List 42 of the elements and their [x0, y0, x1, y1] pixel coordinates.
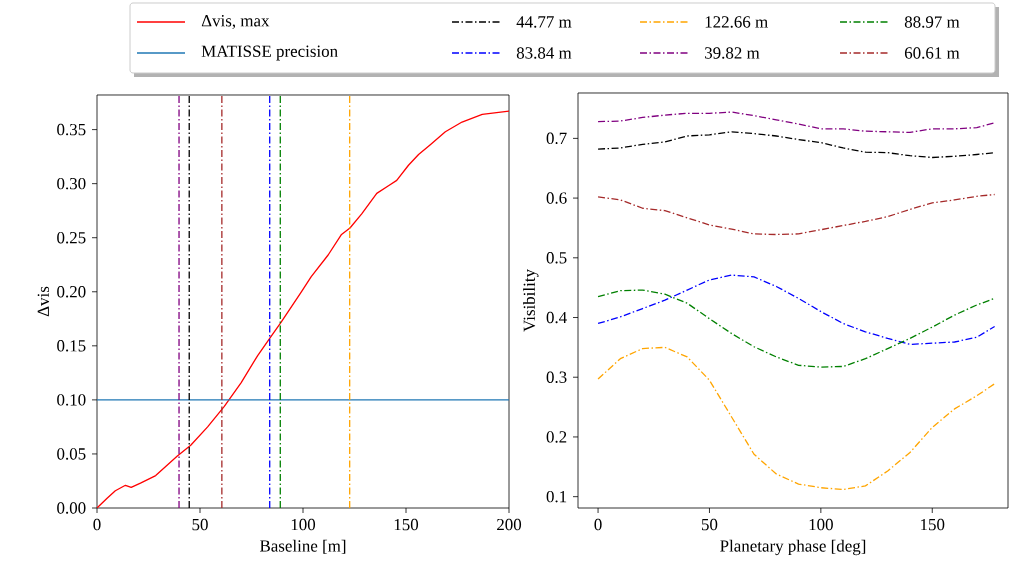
y-tick-label: 0.30: [57, 177, 86, 190]
legend-label: 60.61 m: [904, 47, 960, 59]
x-tick-label: 50: [192, 518, 208, 531]
y-axis-title: Visibility: [523, 269, 539, 332]
x-tick-label: 100: [291, 518, 316, 531]
y-tick-label: 0.3: [546, 371, 567, 383]
legend-label: 122.66 m: [705, 16, 768, 28]
y-tick-label: 0.5: [546, 252, 567, 264]
x-axis-title: Baseline [m]: [259, 539, 346, 554]
line-series: [597, 131, 996, 159]
line-series: [597, 346, 996, 491]
line-series: [597, 111, 996, 134]
line-series: [97, 110, 509, 508]
legend-label: MATISSE precision: [201, 45, 338, 61]
legend-label: 83.84 m: [516, 47, 572, 59]
x-tick-label: 0: [594, 518, 602, 531]
x-tick-label: 50: [701, 518, 718, 531]
y-tick-label: 0.00: [57, 502, 86, 514]
x-tick-label: 200: [497, 518, 522, 531]
y-tick-label: 0.2: [546, 431, 567, 443]
legend-label: 44.77 m: [516, 16, 572, 28]
y-tick-label: 0.7: [546, 132, 567, 145]
x-tick-label: 150: [921, 518, 945, 531]
y-axis-title: Δvis: [37, 286, 50, 317]
y-tick-label: 0.05: [57, 448, 86, 460]
y-tick-label: 0.10: [57, 394, 86, 406]
x-axis-title: Planetary phase [deg]: [720, 539, 866, 556]
y-tick-label: 0.15: [57, 340, 86, 352]
legend-label: 88.97 m: [904, 16, 960, 28]
y-tick-label: 0.4: [546, 311, 567, 324]
y-tick-label: 0.35: [57, 123, 86, 136]
line-series: [597, 193, 996, 236]
y-tick-label: 0.1: [546, 490, 567, 503]
legend-label: 39.82 m: [705, 47, 760, 59]
legend-label: Δvis, max: [201, 15, 270, 29]
y-tick-label: 0.20: [57, 286, 86, 298]
x-tick-label: 0: [93, 518, 101, 531]
x-tick-label: 150: [394, 518, 419, 531]
line-series: [597, 289, 996, 368]
y-tick-label: 0.6: [546, 192, 567, 204]
y-tick-label: 0.25: [57, 231, 86, 244]
x-tick-label: 100: [809, 518, 833, 531]
